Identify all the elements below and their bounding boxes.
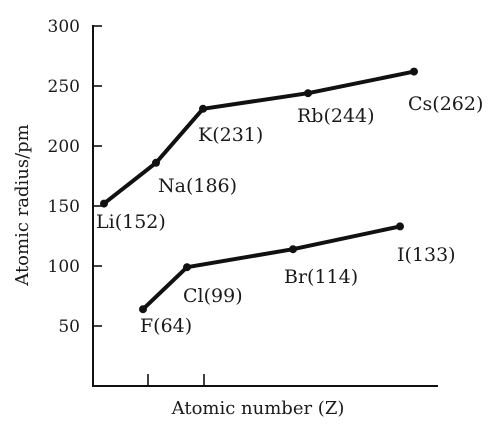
data-point xyxy=(396,222,404,231)
data-point xyxy=(199,104,207,113)
y-tick-label: 150 xyxy=(48,197,80,217)
data-label: Rb(244) xyxy=(297,105,375,127)
y-axis-title: Atomic radius/pm xyxy=(12,124,33,286)
y-tick-label: 200 xyxy=(48,137,80,157)
data-label: F(64) xyxy=(140,315,192,337)
data-label: Cs(262) xyxy=(408,93,483,115)
data-point xyxy=(410,67,418,76)
y-tick-label: 300 xyxy=(48,17,80,37)
data-point xyxy=(152,158,160,167)
data-point xyxy=(139,305,147,314)
x-axis-title: Atomic number (Z) xyxy=(171,398,345,419)
series-line xyxy=(141,224,402,312)
data-label: Na(186) xyxy=(158,175,237,197)
data-label: Cl(99) xyxy=(183,285,243,307)
series-layer: Li(152) Na(186) K(231) Rb(244) Cs(262) F(64) C… xyxy=(96,67,483,337)
y-tick-label: 100 xyxy=(48,257,80,277)
data-label: Li(152) xyxy=(96,211,166,233)
y-tick-label: 250 xyxy=(48,77,80,97)
data-point xyxy=(183,263,191,272)
data-point xyxy=(100,199,108,208)
data-point xyxy=(304,89,312,98)
data-label: I(133) xyxy=(397,244,456,266)
data-label: K(231) xyxy=(198,124,263,146)
data-point xyxy=(289,245,297,254)
data-label: Br(114) xyxy=(284,266,358,288)
y-tick-label: 50 xyxy=(58,317,80,337)
y-axis-ticks: 50 100 150 200 250 300 xyxy=(48,17,102,337)
